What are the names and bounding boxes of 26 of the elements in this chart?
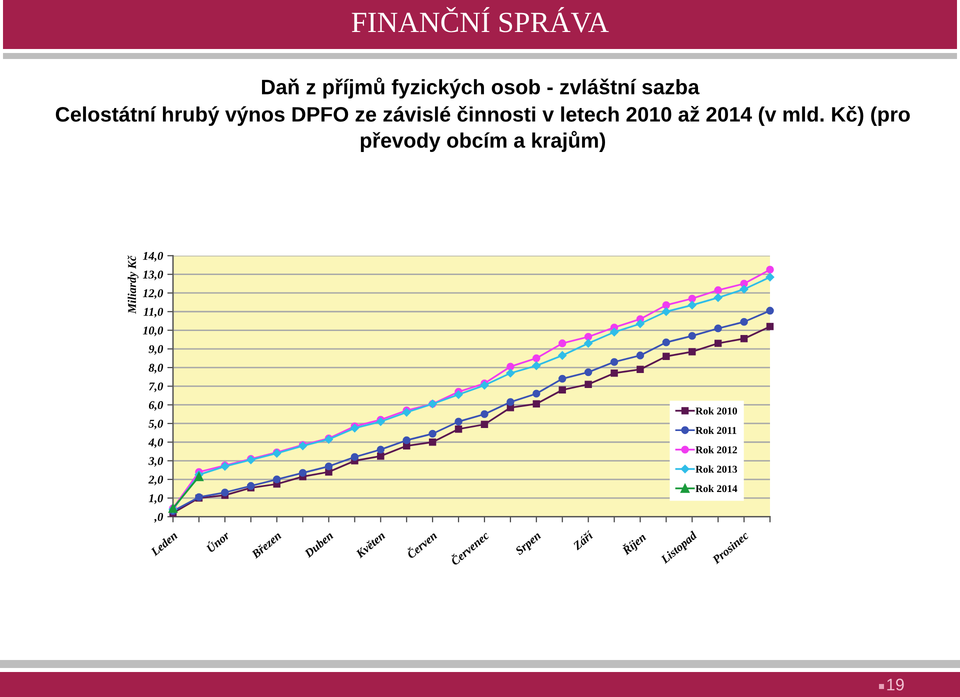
text: FINANČNÍ SPRÁVA (352, 7, 609, 32)
y-tick-label: 2,0 (148, 476, 164, 486)
text: 19 (887, 678, 904, 690)
y-axis-title: Miliardy Kč (128, 255, 138, 314)
legend-label: Rok 2010 (696, 407, 738, 415)
y-tick-label: 8,0 (148, 364, 164, 374)
chart-title: Daň z příjmů fyzických osob - zvláštní sazba (262, 77, 700, 99)
y-tick-label: 1,0 (148, 494, 164, 504)
y-tick-label: 7,0 (149, 382, 164, 392)
legend-label: Rok 2014 (696, 484, 738, 492)
y-tick-label: 4,0 (148, 438, 164, 448)
y-tick-label: 3,0 (148, 457, 164, 467)
legend-label: Rok 2011 (696, 426, 736, 434)
y-tick-label: ,0 (154, 512, 164, 523)
y-tick-label: 9,0 (148, 345, 164, 355)
x-tick-label: Únor (204, 529, 230, 553)
y-tick-label: 12,0 (142, 289, 164, 299)
legend-label: Rok 2013 (696, 465, 738, 473)
y-tick-label: 13,0 (142, 270, 164, 280)
legend-label: Rok 2012 (696, 446, 737, 454)
y-tick-label: 5,0 (148, 420, 164, 430)
y-tick-label: 11,0 (144, 308, 164, 318)
y-tick-label: 6,0 (148, 401, 164, 411)
y-tick-label: 14,0 (142, 252, 164, 262)
chart-subtitle: Celostátní hrubý výnos DPFO ze závislé činnosti v letech 2010 až 2014 (v mld. Kč) (pro převody obcím a krajům) (56, 106, 910, 152)
y-tick-label: 10,0 (142, 326, 164, 336)
